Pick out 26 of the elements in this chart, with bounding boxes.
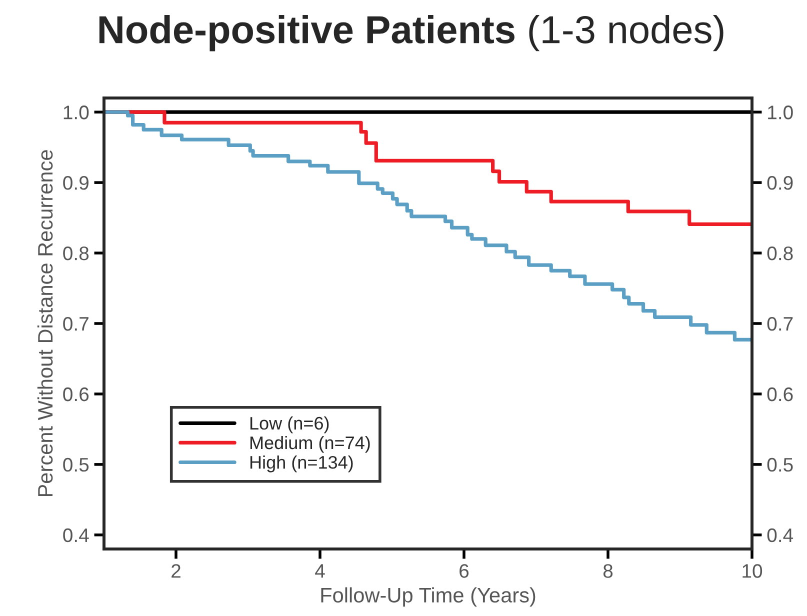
x-tick-label: 8 [603,564,613,578]
y2-tick-label: 0.5 [767,458,793,472]
y-tick-label: 0.7 [63,316,88,331]
y2-tick-label: 0.9 [767,176,793,190]
y-tick-label: 0.6 [63,387,89,402]
x-tick-label: 10 [742,564,762,578]
x-tick-label: 4 [315,564,325,578]
y2-tick-label: 0.7 [767,316,793,331]
chart-title: Node-positive Patients [99,14,514,52]
y-tick-label: 1.0 [64,106,89,120]
y2-tick-label: 1.0 [768,106,793,120]
legend-label: Medium (n=74) [250,436,370,453]
chart-subtitle: (1-3 nodes) [529,14,724,52]
y2-tick-label: 0.8 [767,246,793,260]
y-tick-label: 0.8 [63,246,89,260]
legend-label: Low (n=6) [250,416,329,434]
y-axis-title: Percent Without Distance Recurrence [37,150,53,496]
y-tick-label: 0.5 [63,458,89,472]
y2-tick-label: 0.6 [767,387,793,402]
y-tick-label: 0.4 [63,528,89,542]
y2-tick-label: 0.4 [767,528,794,542]
x-tick-label: 6 [460,564,469,578]
x-tick-label: 2 [172,564,180,578]
x-axis-title: Follow-Up Time (Years) [321,587,536,607]
y-tick-label: 0.9 [63,176,88,190]
legend-label: High (n=134) [250,455,353,472]
